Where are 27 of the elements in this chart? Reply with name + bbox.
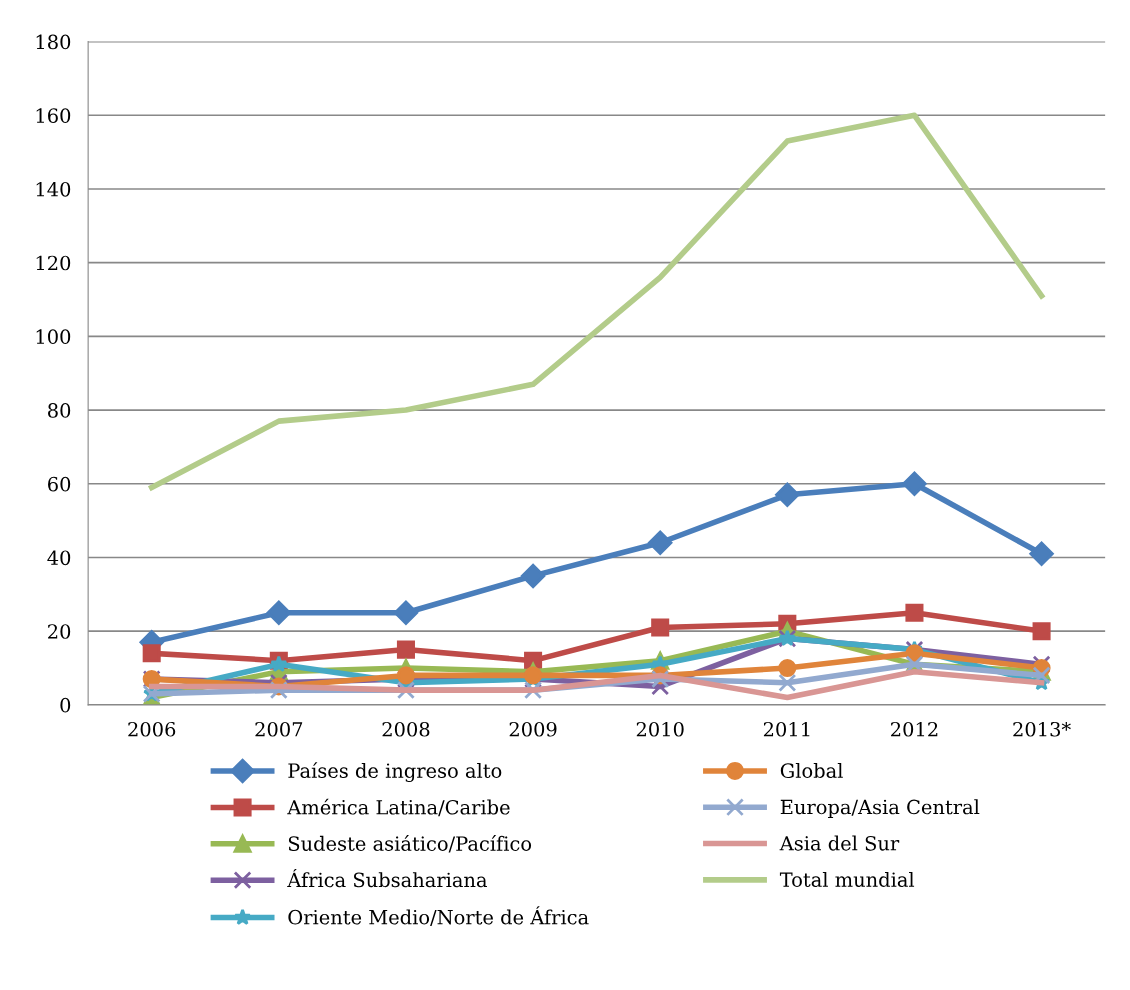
y-tick-label: 180 (36, 34, 71, 50)
legend-label: América Latina/Caribe (287, 798, 510, 817)
x-tick-label: 2012 (891, 721, 938, 737)
y-tick-label: 140 (36, 181, 71, 197)
y-tick-label: 160 (36, 108, 71, 123)
legend-label: Total mundial (779, 871, 915, 887)
legend-label: Asia del Sur (779, 835, 900, 851)
legend-label: Europa/Asia Central (780, 799, 980, 819)
y-tick-label: 120 (36, 255, 71, 271)
legend-label: Países de ingreso alto (288, 762, 502, 783)
x-tick-label: 2006 (128, 721, 176, 737)
x-tick-label: 2007 (255, 721, 303, 737)
x-tick-label: 2009 (509, 721, 557, 737)
x-tick-label: 2013* (1013, 721, 1071, 737)
x-tick-label: 2010 (636, 721, 684, 737)
y-tick-label: 40 (47, 550, 71, 566)
y-tick-label: 0 (60, 697, 71, 713)
x-tick-label: 2011 (763, 721, 810, 737)
legend-label: Sudeste asiático/Pacífico (288, 835, 532, 853)
y-tick-label: 20 (48, 624, 71, 639)
y-tick-label: 100 (36, 329, 71, 345)
y-tick-label: 80 (48, 403, 71, 418)
legend-label: Global (780, 762, 843, 779)
x-tick-label: 2008 (382, 721, 430, 737)
legend-label: Oriente Medio/Norte de África (288, 906, 589, 927)
legend-label: África Subsahariana (287, 868, 488, 888)
y-tick-label: 60 (48, 476, 71, 492)
